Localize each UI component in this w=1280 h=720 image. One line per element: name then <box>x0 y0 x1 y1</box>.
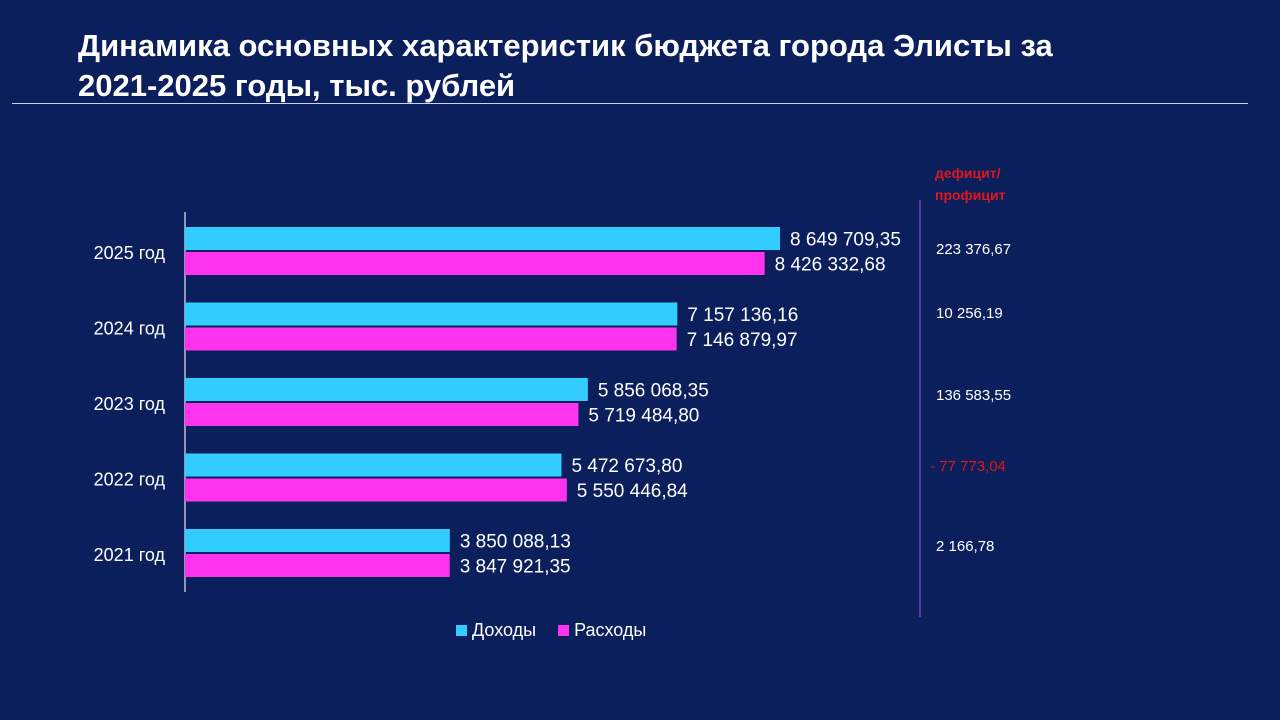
bar-income <box>185 378 588 401</box>
bar-expense <box>185 327 677 351</box>
bar-expense <box>185 252 765 275</box>
data-label-expense: 3 847 921,35 <box>460 557 571 578</box>
category-label: 2022 год <box>94 469 166 489</box>
category-label: 2024 год <box>94 318 166 338</box>
slide-title: Динамика основных характеристик бюджета … <box>78 28 1053 103</box>
chart-legend: Доходы Расходы <box>456 620 646 641</box>
data-label-income: 3 850 088,13 <box>460 532 571 553</box>
legend-swatch-income <box>456 625 467 636</box>
bar-income <box>185 227 780 250</box>
data-label-expense: 7 146 879,97 <box>687 330 798 351</box>
legend-label-expense: Расходы <box>574 620 647 640</box>
deficit-value-2022: - 77 773,04 <box>930 458 1006 475</box>
title-divider <box>12 103 1248 104</box>
data-label-expense: 5 719 484,80 <box>588 406 699 427</box>
legend-item-income: Доходы <box>456 620 536 641</box>
deficit-value-2024: 10 256,19 <box>936 305 1003 322</box>
data-label-income: 5 856 068,35 <box>598 381 709 402</box>
bar-income <box>185 453 562 477</box>
data-label-income: 7 157 136,16 <box>687 305 798 326</box>
deficit-value-2025: 223 376,67 <box>936 241 1012 258</box>
deficit-value-2021: 2 166,78 <box>936 538 995 555</box>
data-label-income: 5 472 673,80 <box>571 456 682 477</box>
category-label: 2025 год <box>94 243 166 263</box>
legend-swatch-expense <box>558 625 570 636</box>
bar-expense <box>185 403 579 426</box>
bar-income <box>185 529 450 552</box>
category-label: 2021 год <box>94 545 166 565</box>
data-label-expense: 5 550 446,84 <box>577 481 688 502</box>
data-label-income: 8 649 709,35 <box>790 230 901 251</box>
category-label: 2023 год <box>94 394 166 414</box>
deficit-column-header: дефицит/ профицит <box>935 165 1006 203</box>
bar-expense <box>185 478 567 502</box>
bar-income <box>185 302 678 326</box>
data-label-expense: 8 426 332,68 <box>775 255 886 276</box>
legend-item-expense: Расходы <box>558 620 646 641</box>
bar-expense <box>185 554 450 577</box>
deficit-value-2023: 136 583,55 <box>936 387 1012 404</box>
legend-label-income: Доходы <box>472 620 537 640</box>
